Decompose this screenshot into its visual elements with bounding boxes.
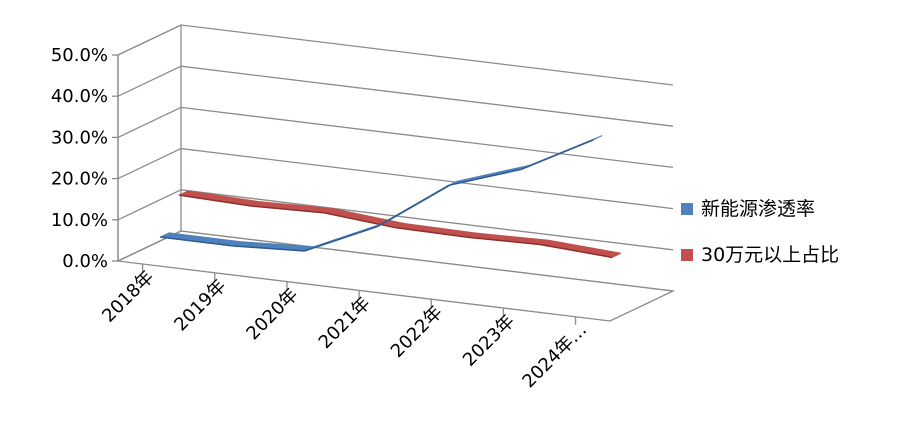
- y-tick-label: 0.0%: [62, 251, 108, 272]
- x-tick-label: 2023年: [459, 311, 519, 371]
- series-edge: [305, 227, 377, 251]
- series-edge: [521, 140, 593, 170]
- legend-label: 30万元以上占比: [701, 244, 839, 266]
- side-wall: [118, 25, 181, 261]
- x-tick-label: 2019年: [170, 275, 230, 335]
- chart-walls: [118, 25, 673, 321]
- series-segment: [160, 233, 241, 246]
- legend-swatch: [681, 203, 693, 215]
- y-tick-label: 20.0%: [51, 169, 108, 190]
- x-tick-label: 2022年: [387, 302, 447, 362]
- x-tick-label: 2021年: [315, 293, 375, 353]
- x-tick-label: 2018年: [98, 267, 158, 327]
- x-tick-label: 2024年…: [518, 319, 591, 392]
- legend: 新能源渗透率 30万元以上占比: [681, 198, 839, 266]
- series-edge: [449, 169, 521, 185]
- y-tick-label: 30.0%: [51, 127, 108, 148]
- y-tick-label: 10.0%: [51, 210, 108, 231]
- y-axis-ticks: 0.0% 10.0% 20.0% 30.0% 40.0% 50.0%: [51, 45, 118, 272]
- y-tick-label: 40.0%: [51, 86, 108, 107]
- series-segment: [540, 240, 621, 257]
- y-tick-label: 50.0%: [51, 45, 108, 66]
- series-segment: [396, 224, 477, 238]
- legend-swatch: [681, 249, 693, 261]
- gridline: [118, 25, 673, 85]
- legend-label: 新能源渗透率: [701, 198, 815, 220]
- x-tick-label: 2020年: [242, 284, 302, 344]
